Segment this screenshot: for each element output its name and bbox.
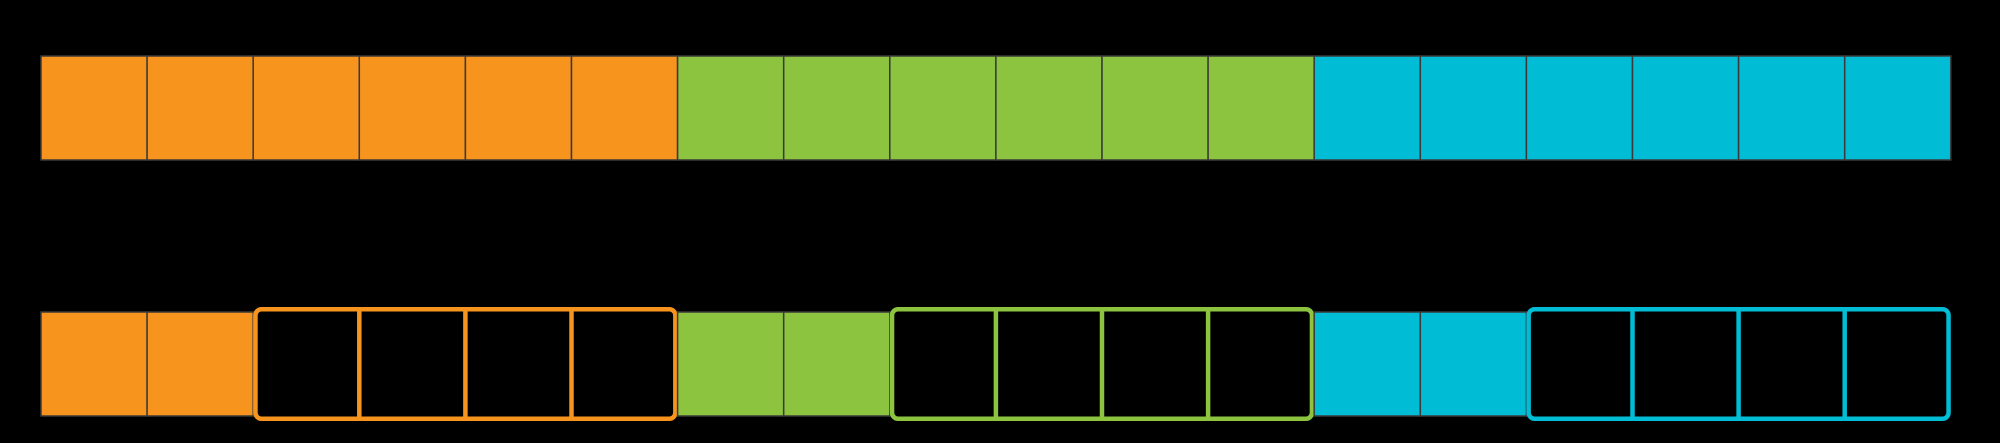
filled-tile-orange bbox=[40, 55, 148, 161]
partial-bar-group-orange bbox=[40, 307, 678, 421]
filled-tile-cyan bbox=[1313, 311, 1422, 417]
full-bar-group-cyan bbox=[1313, 55, 1952, 161]
filled-tile-green bbox=[995, 55, 1103, 161]
filled-tile-green bbox=[676, 311, 785, 417]
filled-tile-orange bbox=[358, 55, 467, 161]
filled-tile-orange bbox=[464, 55, 573, 161]
filled-tile-orange bbox=[570, 55, 679, 161]
filled-tile-cyan bbox=[1313, 55, 1422, 161]
full-bar-group-orange bbox=[40, 55, 679, 161]
partial-bar bbox=[40, 307, 1951, 421]
filled-tile-cyan bbox=[1419, 55, 1528, 161]
full-bar bbox=[40, 55, 1952, 161]
filled-tile-green bbox=[782, 55, 891, 161]
filled-tile-green bbox=[676, 55, 785, 161]
full-bar-group-green bbox=[676, 55, 1315, 161]
filled-tile-cyan bbox=[1525, 55, 1634, 161]
filled-tile-cyan bbox=[1843, 55, 1952, 161]
filled-tile-green bbox=[1101, 55, 1209, 161]
filled-tile-green bbox=[782, 311, 891, 417]
partial-bar-group-cyan bbox=[1313, 307, 1951, 421]
filled-tile-cyan bbox=[1419, 311, 1528, 417]
filled-tile-orange bbox=[252, 55, 361, 161]
partial-bar-group-green bbox=[676, 307, 1315, 421]
filled-tile-green bbox=[1207, 55, 1315, 161]
filled-tile-orange bbox=[40, 311, 148, 417]
filled-tile-orange bbox=[146, 311, 254, 417]
filled-tile-orange bbox=[146, 55, 254, 161]
filled-tile-cyan bbox=[1631, 55, 1740, 161]
filled-tile-green bbox=[889, 55, 997, 161]
filled-tile-cyan bbox=[1737, 55, 1846, 161]
